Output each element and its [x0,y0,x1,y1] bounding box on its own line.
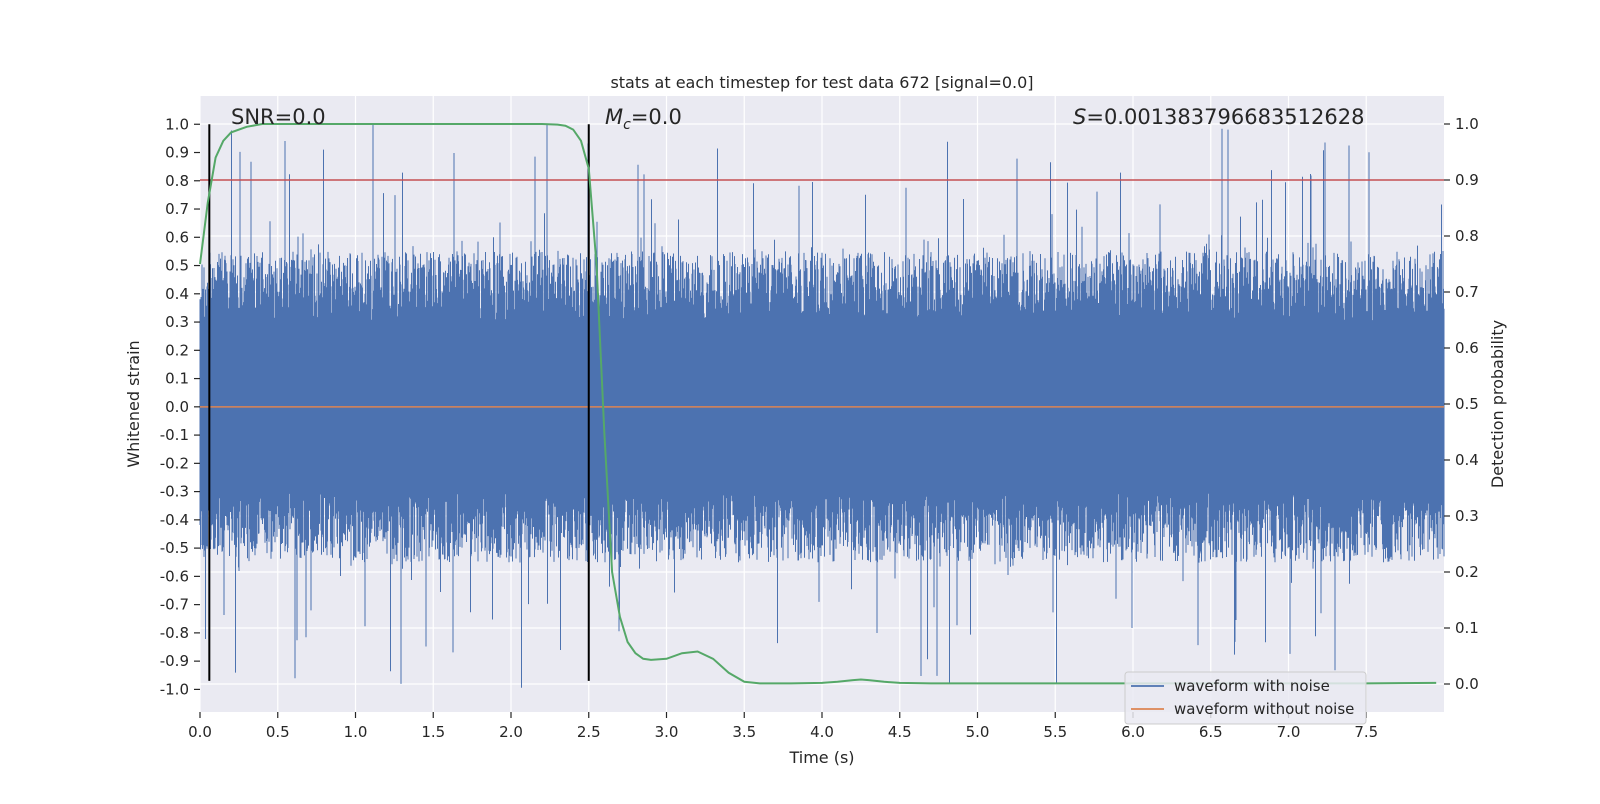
score-value: =0.001383796683512628 [1086,105,1364,129]
y-tick-label: -0.8 [160,624,189,642]
chirp-mass-value: =0.0 [631,105,682,129]
x-tick-label: 5.0 [966,723,990,741]
y-right-tick-label: 0.6 [1455,339,1479,357]
chart-title: stats at each timestep for test data 672… [610,73,1033,92]
y-right-tick-label: 0.9 [1455,171,1479,189]
y-right-tick-label: 0.1 [1455,619,1479,637]
y-tick-label: 0.5 [165,257,189,275]
y-tick-label: -0.7 [160,596,189,614]
y-axis-label: Whitened strain [124,340,143,467]
y-tick-label: -1.0 [160,680,189,698]
x-tick-label: 7.0 [1277,723,1301,741]
overlay-layer [199,123,1444,685]
snr-annotation: SNR=0.0 [231,105,326,129]
y-tick-label: 0.2 [165,341,189,359]
y-tick-label: 0.3 [165,313,189,331]
x-tick-label: 5.5 [1043,723,1067,741]
chirp-mass-annotation: Mc=0.0 [605,105,682,133]
x-tick-label: 2.0 [499,723,523,741]
detection-probability-line [199,123,1437,685]
y-tick-label: 0.1 [165,370,189,388]
x-tick-label: 3.5 [732,723,756,741]
score-symbol: S [1073,105,1086,129]
y-tick-label: -0.1 [160,426,189,444]
y-right-tick-label: 0.7 [1455,283,1479,301]
x-tick-label: 1.0 [344,723,368,741]
y-tick-label: -0.5 [160,539,189,557]
y-tick-label: 0.8 [165,172,189,190]
y-tick-label: -0.9 [160,652,189,670]
x-tick-label: 4.5 [888,723,912,741]
y-axis-right-label: Detection probability [1488,320,1507,488]
y-tick-label: -0.6 [160,567,189,585]
chirp-mass-subscript: c [623,117,631,133]
legend-label-noise: waveform with noise [1174,677,1330,695]
axes-layer: 1.0 0.9 0.8 0.7 0.6 0.5 0.4 0.3 0.2 0.1 0.0 -0.1 -0.… [160,115,1479,741]
x-tick-label: 6.5 [1199,723,1223,741]
legend-label-clean: waveform without noise [1174,700,1354,718]
y-right-tick-label: 0.2 [1455,563,1479,581]
x-axis-label: Time (s) [788,748,854,767]
x-tick-label: 7.5 [1354,723,1378,741]
y-right-tick-label: 0.5 [1455,395,1479,413]
waveform-with-noise-line [199,124,1445,688]
y-right-tick-label: 0.0 [1455,675,1479,693]
y-right-tick-label: 0.3 [1455,507,1479,525]
y-tick-label: -0.2 [160,454,189,472]
score-annotation: S=0.001383796683512628 [1073,105,1364,129]
x-tick-label: 3.0 [655,723,679,741]
x-tick-label: 4.0 [810,723,834,741]
y-tick-label: 0.9 [165,144,189,162]
y-tick-label: 0.7 [165,200,189,218]
x-tick-label: 6.0 [1121,723,1145,741]
x-tick-label: 0.5 [266,723,290,741]
y-right-tick-label: 0.8 [1455,227,1479,245]
y-tick-label: 0.4 [165,285,189,303]
legend-box [1124,671,1367,725]
x-tick-label: 0.0 [188,723,212,741]
y-tick-label: 0.6 [165,228,189,246]
y-tick-label: 0.0 [165,398,189,416]
waveform-with-noise-series [199,124,1445,688]
x-tick-label: 1.5 [421,723,445,741]
y-right-tick-label: 1.0 [1455,115,1479,133]
y-tick-label: -0.4 [160,511,189,529]
chirp-mass-symbol: M [605,105,623,129]
x-tick-label: 2.5 [577,723,601,741]
y-tick-label: 1.0 [165,115,189,133]
y-tick-label: -0.3 [160,483,189,501]
legend: waveform with noise waveform without noi… [1124,671,1367,725]
y-right-tick-label: 0.4 [1455,451,1479,469]
